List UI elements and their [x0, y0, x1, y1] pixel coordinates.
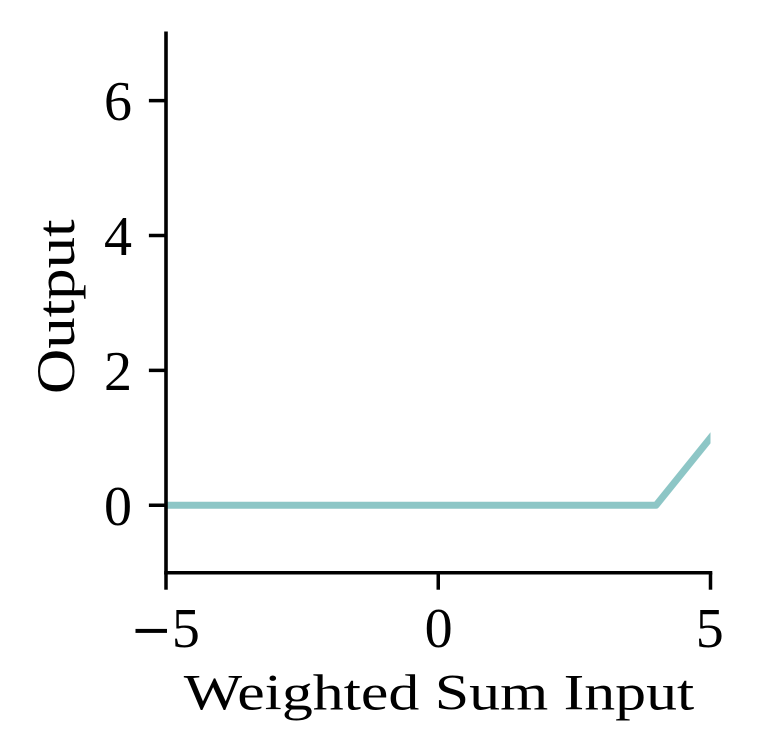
svg-text:5: 5: [172, 598, 200, 660]
svg-text:0: 0: [104, 476, 132, 538]
svg-text:0: 0: [425, 598, 453, 660]
svg-text:4: 4: [104, 206, 132, 268]
svg-text:Output: Output: [26, 219, 86, 394]
svg-text:2: 2: [104, 341, 132, 403]
svg-text:6: 6: [104, 71, 132, 133]
svg-text:5: 5: [696, 598, 724, 660]
svg-text:Weighted Sum Input: Weighted Sum Input: [184, 664, 695, 721]
